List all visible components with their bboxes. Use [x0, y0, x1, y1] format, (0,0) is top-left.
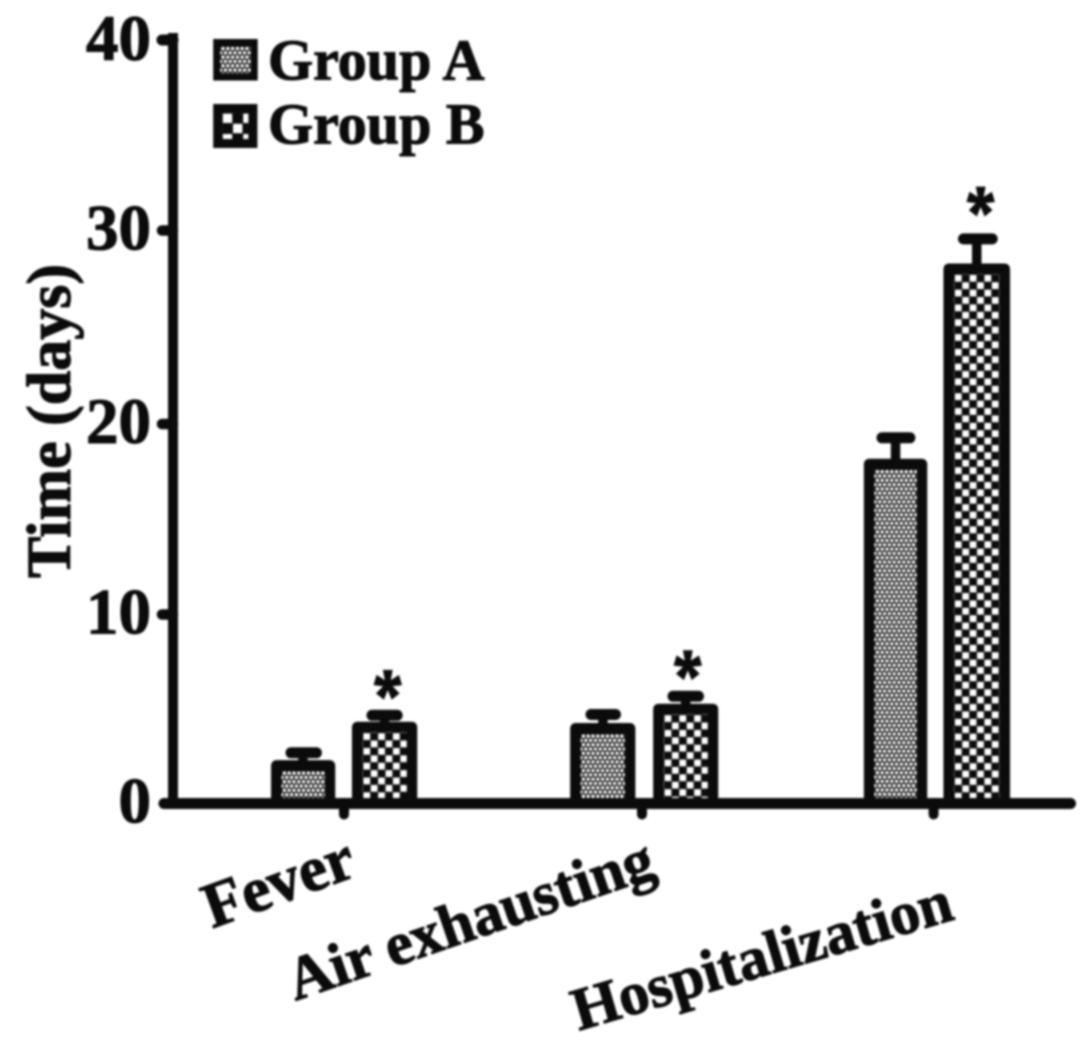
svg-text:0: 0 [119, 766, 152, 838]
svg-text:Fever: Fever [193, 821, 364, 941]
svg-text:Group A: Group A [268, 28, 485, 93]
svg-text:Group B: Group B [268, 92, 485, 157]
svg-text:40: 40 [86, 3, 151, 75]
svg-text:Time (days): Time (days) [16, 264, 84, 578]
svg-text:10: 10 [86, 577, 151, 649]
svg-text:30: 30 [86, 193, 151, 265]
svg-text:20: 20 [86, 386, 151, 458]
